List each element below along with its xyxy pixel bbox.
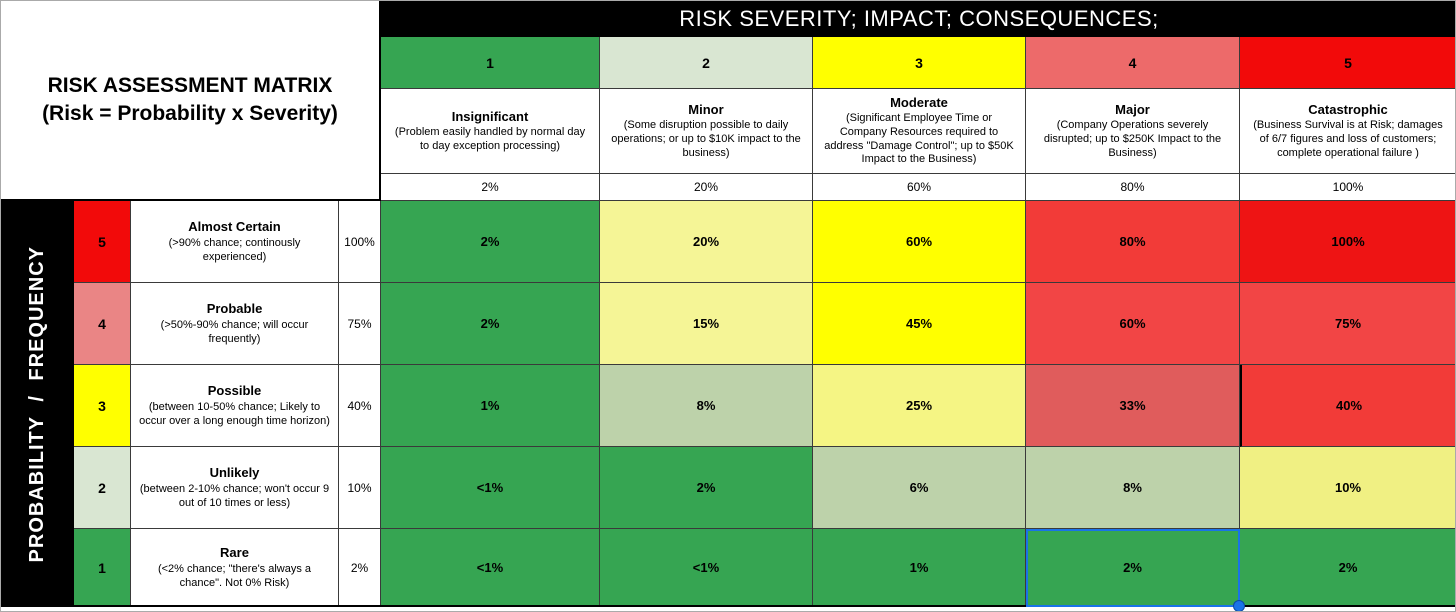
probability-level-cell[interactable]: 2 [74,447,131,529]
probability-description: (>50%-90% chance; will occur frequently) [160,318,309,345]
matrix-cell[interactable]: <1% [381,447,600,529]
probability-header-label: PROBABILITY / FREQUENCY [26,245,48,563]
matrix-cell[interactable]: 20% [600,201,813,283]
severity-name: Catastrophic [1308,101,1388,117]
severity-description: (Significant Employee Time or Company Re… [824,112,1014,166]
matrix-cell[interactable]: 60% [1026,283,1240,365]
probability-name: Possible [207,382,262,398]
matrix-cell[interactable]: 8% [1026,447,1240,529]
probability-header-bar: PROBABILITY / FREQUENCY [1,201,74,607]
matrix-cell[interactable]: 45% [813,283,1026,365]
severity-level-cell[interactable]: 2 [600,37,813,89]
severity-desc-cell[interactable]: Minor (Some disruption possible to daily… [600,89,813,174]
probability-description: (>90% chance; continously experienced) [168,236,301,263]
risk-matrix-grid: 5 Almost Certain (>90% chance; continous… [74,201,1455,607]
probability-label-cell[interactable]: Rare (<2% chance; "there's always a chan… [131,529,339,607]
severity-description: (Business Survival is at Risk; damages o… [1253,119,1443,159]
probability-level-cell[interactable]: 4 [74,283,131,365]
matrix-cell[interactable]: 33% [1026,365,1240,447]
probability-name: Rare [220,544,249,560]
probability-percent-cell[interactable]: 40% [339,365,381,447]
matrix-title-box: RISK ASSESSMENT MATRIX (Risk = Probabili… [1,1,381,201]
severity-level-cell[interactable]: 1 [381,37,600,89]
matrix-cell[interactable]: 1% [813,529,1026,607]
matrix-cell[interactable]: 6% [813,447,1026,529]
severity-description: (Problem easily handled by normal day to… [394,125,586,152]
probability-description: (<2% chance; "there's always a chance". … [157,562,312,589]
severity-desc-cell[interactable]: Moderate (Significant Employee Time or C… [813,89,1026,174]
probability-name: Probable [206,300,263,316]
severity-header-grid: 1 2 3 4 5 Insignificant (Problem easily … [381,37,1455,201]
probability-level-cell[interactable]: 3 [74,365,131,447]
probability-level-cell[interactable]: 5 [74,201,131,283]
matrix-cell[interactable]: 60% [813,201,1026,283]
probability-name: Unlikely [209,464,260,480]
severity-name: Minor [688,101,724,117]
matrix-cell[interactable]: 2% [600,447,813,529]
matrix-title-line2: (Risk = Probability x Severity) [42,102,338,125]
probability-description: (between 10-50% chance; Likely to occur … [139,400,330,427]
probability-percent-cell[interactable]: 75% [339,283,381,365]
severity-desc-cell[interactable]: Major (Company Operations severely disru… [1026,89,1240,174]
matrix-cell[interactable]: 2% [1026,529,1240,607]
probability-level-cell[interactable]: 1 [74,529,131,607]
severity-percent-cell[interactable]: 100% [1240,174,1455,201]
matrix-cell[interactable]: 75% [1240,283,1455,365]
matrix-cell[interactable]: <1% [381,529,600,607]
severity-desc-cell[interactable]: Insignificant (Problem easily handled by… [381,89,600,174]
severity-level-cell[interactable]: 3 [813,37,1026,89]
matrix-cell[interactable]: 80% [1026,201,1240,283]
severity-percent-cell[interactable]: 80% [1026,174,1240,201]
matrix-cell[interactable]: 10% [1240,447,1455,529]
matrix-cell[interactable]: 40% [1240,365,1455,447]
probability-description: (between 2-10% chance; won't occur 9 out… [139,482,330,509]
severity-percent-cell[interactable]: 2% [381,174,600,201]
severity-percent-cell[interactable]: 60% [813,174,1026,201]
probability-label-cell[interactable]: Almost Certain (>90% chance; continously… [131,201,339,283]
matrix-title-line1: RISK ASSESSMENT MATRIX [47,73,333,97]
matrix-cell[interactable]: 15% [600,283,813,365]
severity-name: Moderate [890,94,948,110]
probability-label-cell[interactable]: Unlikely (between 2-10% chance; won't oc… [131,447,339,529]
probability-percent-cell[interactable]: 100% [339,201,381,283]
probability-percent-cell[interactable]: 10% [339,447,381,529]
matrix-cell[interactable]: <1% [600,529,813,607]
matrix-cell[interactable]: 2% [381,201,600,283]
severity-name: Insignificant [451,108,529,124]
probability-label-cell[interactable]: Probable (>50%-90% chance; will occur fr… [131,283,339,365]
cell-selection[interactable] [1026,529,1245,611]
probability-percent-cell[interactable]: 2% [339,529,381,607]
severity-level-cell[interactable]: 5 [1240,37,1455,89]
matrix-cell[interactable]: 2% [381,283,600,365]
table-bottom-border [1,605,1455,607]
matrix-cell[interactable]: 2% [1240,529,1455,607]
severity-level-cell[interactable]: 4 [1026,37,1240,89]
severity-desc-cell[interactable]: Catastrophic (Business Survival is at Ri… [1240,89,1455,174]
severity-description: (Company Operations severely disrupted; … [1043,119,1222,159]
severity-percent-cell[interactable]: 20% [600,174,813,201]
selection-handle[interactable] [1233,600,1245,611]
probability-name: Almost Certain [188,218,281,234]
severity-header-bar: RISK SEVERITY; IMPACT; CONSEQUENCES; [381,1,1455,37]
probability-label-cell[interactable]: Possible (between 10-50% chance; Likely … [131,365,339,447]
severity-description: (Some disruption possible to daily opera… [611,119,801,159]
matrix-cell[interactable]: 100% [1240,201,1455,283]
severity-name: Major [1115,101,1150,117]
matrix-cell[interactable]: 1% [381,365,600,447]
severity-header-label: RISK SEVERITY; IMPACT; CONSEQUENCES; [679,6,1159,31]
matrix-cell[interactable]: 25% [813,365,1026,447]
matrix-cell[interactable]: 8% [600,365,813,447]
